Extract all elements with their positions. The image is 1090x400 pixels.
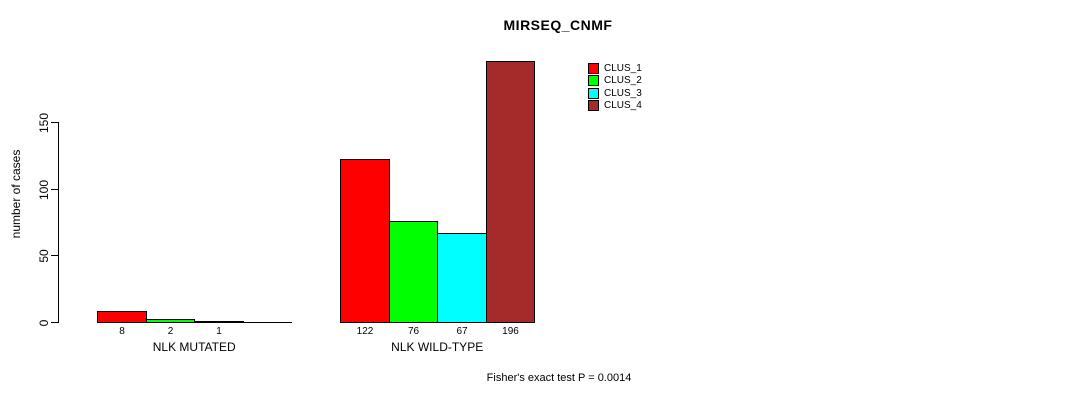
y-tick-label: 0 <box>37 319 51 326</box>
bar-clus_3-2 <box>437 233 487 323</box>
y-axis-title: number of cases <box>9 149 23 239</box>
bar-value-label: 122 <box>356 326 374 337</box>
bar-value-label: 67 <box>456 326 468 337</box>
legend-swatch-clus_4 <box>588 100 599 112</box>
legend-label: CLUS_4 <box>604 100 642 112</box>
legend-entry: CLUS_3 <box>588 87 642 100</box>
y-tick-mark <box>51 189 58 190</box>
bar-value-label: 1 <box>216 326 222 337</box>
x-category-label: NLK MUTATED <box>152 340 236 354</box>
bar-value-label: 8 <box>119 326 125 337</box>
annotation-text: Fisher's exact test P = 0.0014 <box>486 372 632 384</box>
bar-value-label: 196 <box>502 326 519 337</box>
bar-clus_4-2 <box>486 61 535 323</box>
bar-value-label: 2 <box>167 326 174 337</box>
y-tick-mark <box>51 322 58 323</box>
legend-label: CLUS_1 <box>604 62 642 74</box>
y-tick-mark <box>51 122 58 123</box>
legend-swatch-clus_1 <box>588 62 599 74</box>
legend-entry: CLUS_2 <box>588 75 642 88</box>
x-category-label: NLK WILD-TYPE <box>391 340 484 354</box>
bar-value-label: 76 <box>407 326 420 337</box>
legend-label: CLUS_3 <box>604 87 642 99</box>
legend-entry: CLUS_1 <box>588 62 642 75</box>
bar-clus_4-1 <box>243 322 292 323</box>
bar-clus_1-1 <box>97 311 147 323</box>
legend: CLUS_1 CLUS_2 CLUS_3 CLUS_4 <box>588 62 642 112</box>
bar-clus_2-1 <box>146 319 195 323</box>
bar-clus_1-2 <box>340 159 390 323</box>
y-tick-label: 100 <box>37 179 51 200</box>
bar-clus_2-2 <box>389 221 438 323</box>
legend-label: CLUS_2 <box>604 75 642 87</box>
y-axis-line <box>58 122 59 323</box>
y-tick-mark <box>51 255 58 256</box>
legend-swatch-clus_3 <box>588 87 599 99</box>
legend-entry: CLUS_4 <box>588 100 642 113</box>
y-tick-label: 150 <box>37 112 51 133</box>
chart-title: MIRSEQ_CNMF <box>503 17 613 33</box>
legend-swatch-clus_2 <box>588 75 599 87</box>
y-tick-label: 50 <box>37 248 51 263</box>
bar-clus_3-1 <box>194 321 244 323</box>
